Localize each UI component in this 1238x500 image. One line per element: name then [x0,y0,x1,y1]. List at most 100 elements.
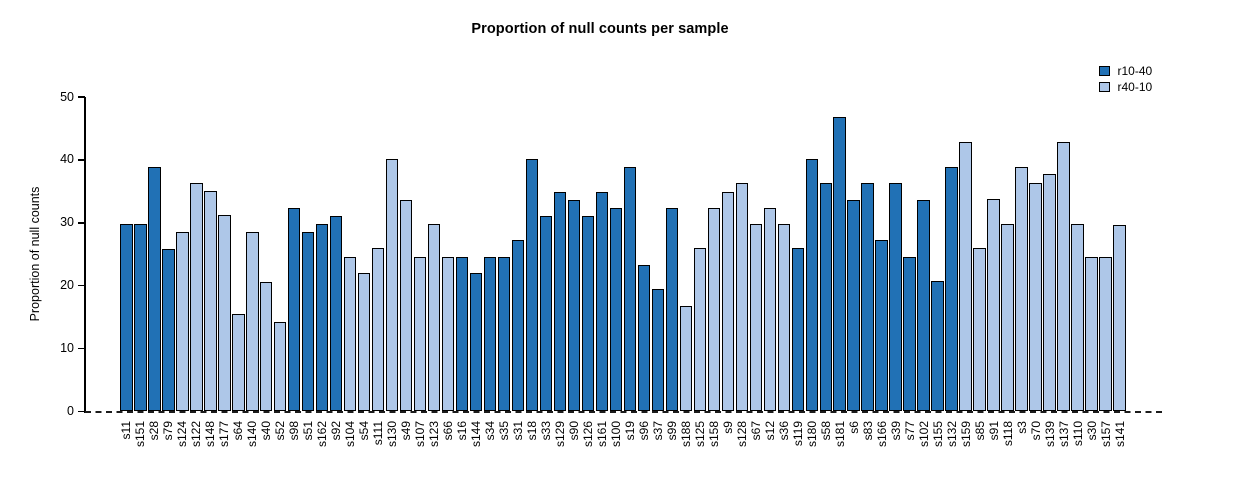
bar-s90 [567,199,581,412]
x-tick-label: s118 [1000,421,1015,447]
x-tick-label: s85 [972,421,987,441]
x-tick-label: s28 [147,421,162,441]
x-tick-label: s99 [664,421,679,441]
bar-s85 [973,247,986,412]
x-tick-label: s111 [371,421,386,446]
bar-s91 [987,198,1000,412]
bar-s92 [329,215,343,412]
x-tick-label: s83 [860,421,875,441]
bar-s107 [413,257,427,412]
x-tick-label: s110 [1070,421,1085,447]
bar-s122 [189,182,203,412]
legend-swatch-icon [1099,81,1110,93]
x-tick-label: s31 [511,421,526,441]
x-tick-label: s67 [748,421,763,441]
bar-s35 [497,257,511,412]
x-tick-label: s144 [469,421,484,448]
x-tick-label: s122 [189,421,204,448]
bar-s157 [1099,257,1112,412]
bar-s34 [483,257,497,412]
bar-s155 [931,281,944,412]
bar-s159 [959,142,972,412]
x-tick-label: s107 [413,421,428,448]
bar-s144 [469,273,483,412]
x-tick-label: s157 [1098,421,1113,448]
x-tick-label: s155 [930,421,945,448]
bar-s79 [161,248,175,412]
x-tick-label: s166 [874,421,889,448]
legend-item: r40-10 [1099,79,1152,95]
bar-s130 [385,158,399,412]
x-tick-label: s90 [566,421,581,441]
x-tick-label: s18 [525,421,539,441]
x-tick-label: s148 [203,421,218,448]
bar-s99 [665,207,679,412]
y-axis-line [84,96,86,413]
x-tick-label: s70 [1028,421,1043,441]
x-tick-label: s33 [539,421,553,441]
bar-s158 [707,207,721,412]
x-tick-label: s130 [385,421,400,448]
x-tick-label: s54 [357,421,372,441]
x-tick-label: s140 [245,421,260,448]
x-tick-label: s141 [1112,421,1127,448]
y-tick-label: 30 [60,215,74,230]
bar-s148 [203,191,217,412]
bar-s19 [623,167,637,412]
x-tick-label: s39 [888,421,903,441]
bar-s166 [875,239,889,412]
bar-s11 [120,224,133,412]
x-tick-label: s64 [231,421,246,441]
bar-s51 [301,232,315,412]
legend-label: r10-40 [1117,64,1153,78]
zero-baseline-dashed-line [85,410,1163,414]
x-tick-label: s180 [804,421,819,448]
x-tick-label: s96 [636,421,651,441]
bar-s123 [427,224,441,412]
bar-s104 [343,257,357,412]
x-tick-label: s161 [594,421,609,448]
bar-s100 [609,207,623,412]
x-tick-label: s102 [916,421,931,448]
x-tick-label: s58 [818,421,833,441]
bar-s181 [833,117,847,412]
x-tick-label: s139 [1042,421,1057,448]
x-tick-label: s19 [622,421,637,441]
y-tick-mark [78,347,85,350]
bar-s33 [539,215,553,412]
legend: r10-40 r40-10 [1099,63,1152,95]
bar-s137 [1057,142,1070,412]
x-tick-label: s151 [133,421,148,448]
bar-s124 [175,232,189,412]
bar-s36 [777,224,791,412]
bar-s96 [637,264,651,412]
x-tick-label: s98 [287,421,302,441]
y-tick-mark [78,284,85,287]
bar-s28 [147,166,161,412]
bar-s180 [805,158,819,412]
legend-label: r40-10 [1117,80,1153,94]
bar-s16 [455,257,469,412]
bar-s52 [273,322,287,412]
x-tick-label: s126 [580,421,595,448]
bar-s161 [595,191,609,412]
x-tick-label: s100 [608,421,623,448]
x-tick-label: s128 [734,421,749,448]
x-tick-label: s188 [678,421,693,448]
bar-s70 [1029,182,1042,412]
x-tick-label: s11 [119,421,134,440]
y-tick-label: 50 [60,89,74,104]
bar-s111 [371,247,385,412]
bar-s141 [1113,224,1126,412]
x-tick-label: s49 [399,421,414,441]
x-tick-label: s37 [650,421,665,441]
legend-item: r10-40 [1099,63,1152,79]
bar-s37 [651,288,665,412]
bar-s58 [819,182,833,412]
bar-s118 [1001,224,1014,412]
bar-s40 [259,281,273,412]
x-tick-label: s158 [706,421,721,448]
x-tick-label: s51 [301,421,316,441]
bar-s18 [525,158,539,412]
bar-s132 [945,166,958,412]
